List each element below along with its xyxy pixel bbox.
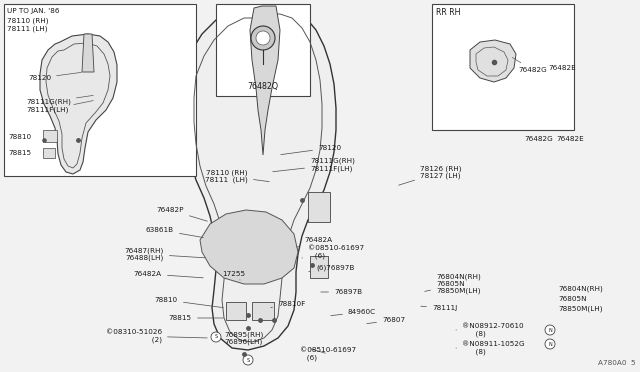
Text: 76482G: 76482G bbox=[524, 136, 553, 142]
Text: N: N bbox=[548, 341, 552, 346]
Text: 76482Q: 76482Q bbox=[248, 82, 278, 91]
Text: 76804N(RH)
76805N
78850M(LH): 76804N(RH) 76805N 78850M(LH) bbox=[425, 273, 481, 295]
Text: 78120: 78120 bbox=[281, 145, 341, 155]
Circle shape bbox=[256, 31, 270, 45]
Text: A780A0  5: A780A0 5 bbox=[598, 360, 636, 366]
Text: ©08310-51026
   (2): ©08310-51026 (2) bbox=[106, 329, 207, 343]
Text: 78810F: 78810F bbox=[271, 301, 305, 308]
Text: 76805N: 76805N bbox=[558, 296, 587, 302]
Text: ®N08911-1052G
      (8): ®N08911-1052G (8) bbox=[456, 341, 525, 355]
Text: 76895(RH)
76896(LH): 76895(RH) 76896(LH) bbox=[224, 331, 263, 345]
Text: 63861B: 63861B bbox=[146, 227, 204, 238]
Text: 76482A: 76482A bbox=[296, 237, 332, 247]
Circle shape bbox=[243, 355, 253, 365]
Text: 76482E: 76482E bbox=[548, 65, 576, 71]
Text: (6)76897B: (6)76897B bbox=[308, 265, 355, 272]
Bar bbox=[216, 4, 310, 96]
Circle shape bbox=[211, 332, 221, 342]
Text: N: N bbox=[548, 327, 552, 333]
Bar bbox=[4, 4, 196, 176]
Polygon shape bbox=[250, 6, 280, 155]
Bar bbox=[252, 302, 274, 320]
Text: 78111G(RH): 78111G(RH) bbox=[26, 95, 93, 105]
Text: 76482E: 76482E bbox=[556, 136, 584, 142]
Polygon shape bbox=[470, 40, 516, 82]
Bar bbox=[308, 192, 330, 222]
Circle shape bbox=[251, 26, 275, 50]
Text: 76897B: 76897B bbox=[321, 289, 362, 295]
Text: ©08510-61697
   (6): ©08510-61697 (6) bbox=[300, 347, 356, 361]
Polygon shape bbox=[82, 34, 94, 72]
Bar bbox=[226, 302, 246, 320]
Text: 78126 (RH)
78127 (LH): 78126 (RH) 78127 (LH) bbox=[399, 165, 461, 185]
Circle shape bbox=[545, 339, 555, 349]
Text: S: S bbox=[246, 357, 250, 362]
Text: 78111G(RH)
78111F(LH): 78111G(RH) 78111F(LH) bbox=[273, 158, 355, 172]
Text: S: S bbox=[214, 334, 218, 340]
Text: 78120: 78120 bbox=[28, 73, 81, 81]
Polygon shape bbox=[184, 6, 336, 350]
Text: 76482A: 76482A bbox=[134, 271, 204, 278]
Text: 78810: 78810 bbox=[8, 134, 31, 140]
Text: 78810: 78810 bbox=[155, 297, 223, 308]
Text: 76482P: 76482P bbox=[157, 207, 207, 221]
Text: UP TO JAN. '86: UP TO JAN. '86 bbox=[7, 8, 60, 14]
Text: 76482G: 76482G bbox=[513, 58, 547, 73]
Bar bbox=[310, 256, 328, 278]
Text: ©08510-61697
   (6): ©08510-61697 (6) bbox=[302, 245, 364, 259]
Text: 78111 (LH): 78111 (LH) bbox=[7, 26, 47, 32]
Text: 84960C: 84960C bbox=[331, 309, 376, 316]
Text: 78815: 78815 bbox=[8, 150, 31, 156]
Text: 76804N(RH): 76804N(RH) bbox=[558, 286, 603, 292]
Bar bbox=[43, 148, 55, 158]
Text: 78111J: 78111J bbox=[420, 305, 457, 311]
Bar bbox=[432, 4, 574, 130]
Text: 78110 (RH): 78110 (RH) bbox=[7, 17, 49, 23]
Text: RR RH: RR RH bbox=[436, 8, 461, 17]
Text: 76487(RH)
76488(LH): 76487(RH) 76488(LH) bbox=[125, 247, 205, 261]
Polygon shape bbox=[200, 210, 298, 284]
Text: 78850M(LH): 78850M(LH) bbox=[558, 305, 602, 311]
Circle shape bbox=[545, 325, 555, 335]
Text: 78110 (RH)
78111  (LH): 78110 (RH) 78111 (LH) bbox=[205, 169, 269, 183]
Text: 78815: 78815 bbox=[169, 315, 223, 321]
Text: 17255: 17255 bbox=[222, 271, 245, 280]
Text: 76807: 76807 bbox=[367, 317, 405, 324]
Polygon shape bbox=[40, 34, 117, 174]
Bar bbox=[43, 130, 57, 142]
Text: ®N08912-70610
      (8): ®N08912-70610 (8) bbox=[456, 323, 524, 337]
Text: 78111F(LH): 78111F(LH) bbox=[26, 100, 93, 113]
